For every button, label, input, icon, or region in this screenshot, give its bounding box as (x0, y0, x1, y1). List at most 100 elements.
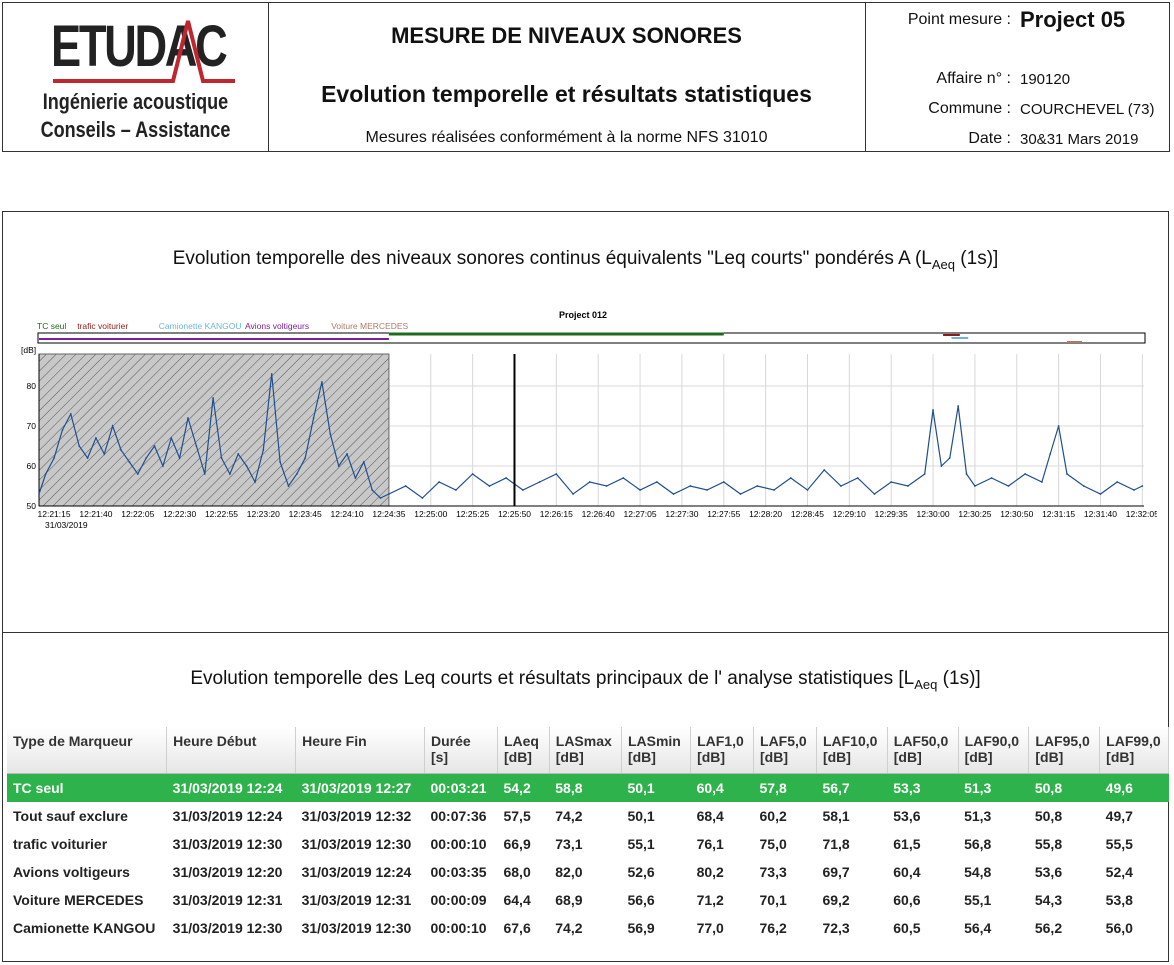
column-header[interactable]: LASmin [dB] (621, 727, 692, 774)
table-header-row: Type de Marqueur Heure Début Heure Fin Duré… (7, 727, 1169, 774)
table-cell: 61,5 (893, 836, 921, 852)
data-point (948, 457, 951, 459)
x-tick-label: 12:27:55 (707, 509, 740, 519)
table-cell: 71,8 (822, 836, 850, 852)
table-cell: 00:00:09 (430, 892, 487, 908)
table-cell: 53,6 (1034, 864, 1063, 880)
column-header[interactable]: LAF10,0 [dB] (816, 727, 888, 774)
data-point (555, 473, 558, 475)
x-tick-label: 12:25:25 (456, 509, 489, 519)
table-cell: 76,1 (696, 836, 724, 852)
table-cell: 55,1 (964, 892, 992, 908)
column-header[interactable]: LAF5,0 [dB] (753, 727, 817, 774)
data-point (706, 489, 708, 491)
y-tick-label: 60 (27, 461, 37, 471)
data-point (1007, 485, 1010, 487)
table-cell: 76,2 (759, 920, 787, 936)
data-point (739, 493, 742, 495)
data-point (572, 493, 574, 495)
table-cell: 49,6 (1099, 773, 1169, 802)
column-header[interactable]: LAF90,0 [dB] (958, 727, 1030, 774)
column-header[interactable]: LAF95,0 [dB] (1028, 727, 1101, 774)
table-cell: 31/03/2019 12:30 (301, 836, 412, 852)
table-cell: 56,6 (627, 892, 655, 908)
column-header[interactable]: LAF50,0 [dB] (887, 727, 959, 774)
table-row[interactable]: trafic voiturier 31/03/2019 12:30 31/03/20… (7, 830, 1169, 858)
table-cell: 74,2 (555, 920, 583, 936)
table-cell: 31/03/2019 12:20 (172, 864, 283, 880)
data-point (940, 465, 943, 467)
affaire-value: 190120 (1020, 71, 1071, 88)
y-tick-label: 80 (27, 381, 37, 391)
table-cell: 68,0 (503, 864, 531, 880)
data-point (622, 477, 625, 479)
table-row[interactable]: Voiture MERCEDES 31/03/2019 12:31 31/03/20… (7, 886, 1169, 914)
column-header[interactable]: Type de Marqueur (7, 727, 168, 774)
table-cell: 73,3 (759, 864, 787, 880)
table-cell: 50,8 (1028, 773, 1100, 802)
data-point (304, 457, 307, 459)
data-point (254, 481, 256, 483)
stats-table: Type de Marqueur Heure Début Heure Fin Duré… (7, 727, 1169, 942)
x-tick-label: 12:27:05 (624, 509, 657, 519)
report-header: ETUDAC Ingénierie acoustique Conseils – … (2, 2, 1170, 152)
table-cell: 75,0 (759, 836, 787, 852)
column-header[interactable]: Durée [s] (424, 727, 498, 774)
data-point (362, 461, 365, 463)
column-header[interactable]: Heure Début (166, 727, 297, 774)
norm-note: Mesures réalisées conformément à la norm… (365, 129, 768, 146)
column-header[interactable]: LAF1,0 [dB] (690, 727, 755, 774)
data-point (957, 405, 960, 407)
data-point (806, 489, 809, 491)
x-tick-label: 12:24:35 (372, 509, 405, 519)
legend-item: Camionette KANGOU (159, 321, 242, 331)
x-tick-label: 12:22:30 (163, 509, 196, 519)
data-point (38, 493, 40, 495)
table-cell: 31/03/2019 12:24 (172, 808, 283, 824)
table-row[interactable]: TC seul 31/03/2019 12:24 31/03/2019 12:27 0… (7, 773, 1169, 802)
x-tick-label: 12:30:25 (958, 509, 991, 519)
table-cell: 68,9 (555, 892, 583, 908)
table-cell: 60,2 (759, 808, 787, 824)
data-point (371, 489, 374, 491)
column-header[interactable]: LAF99,0 [dB] (1099, 727, 1169, 774)
table-cell: 31/03/2019 12:24 (166, 773, 296, 802)
data-point (1057, 425, 1060, 427)
table-cell: Camionette KANGOU (13, 920, 156, 936)
table-cell: 73,1 (555, 836, 583, 852)
data-point (379, 497, 382, 499)
data-point (111, 425, 114, 427)
data-point (990, 477, 993, 479)
legend-item: TC seul (37, 321, 66, 331)
leq-time-chart[interactable]: Project 012 TC seul trafic voiturier Camion… (17, 304, 1157, 544)
column-header[interactable]: Heure Fin (295, 727, 425, 774)
x-tick-label: 12:23:20 (247, 509, 280, 519)
table-cell: 31/03/2019 12:27 (295, 773, 425, 802)
chart-section-title: Evolution temporelle des niveaux sonores… (3, 248, 1168, 272)
x-tick-label: 12:31:40 (1084, 509, 1117, 519)
data-point (61, 429, 64, 431)
point-value: Project 05 (1020, 7, 1126, 32)
x-tick-label: 12:22:05 (121, 509, 154, 519)
x-tick-label: 12:26:40 (582, 509, 615, 519)
table-cell: 00:03:21 (424, 773, 498, 802)
data-point (890, 481, 893, 483)
data-point (756, 485, 759, 487)
data-point (965, 473, 968, 475)
table-row[interactable]: Camionette KANGOU 31/03/2019 12:30 31/03/2… (7, 914, 1169, 942)
excluded-region (38, 353, 390, 507)
data-point (170, 437, 173, 439)
table-row[interactable]: Tout sauf exclure 31/03/2019 12:24 31/03/2… (7, 802, 1169, 830)
table-cell: 60,4 (690, 773, 754, 802)
data-point (421, 497, 424, 499)
table-cell: trafic voiturier (13, 836, 108, 852)
table-row[interactable]: Avions voltigeurs 31/03/2019 12:20 31/03/2… (7, 858, 1169, 886)
chart-title-end: (1s)] (955, 248, 999, 269)
data-point (337, 465, 340, 467)
y-tick-label: 50 (27, 501, 37, 511)
table-cell: 60,5 (893, 920, 921, 936)
column-header[interactable]: LASmax [dB] (549, 727, 622, 774)
data-point (488, 485, 491, 487)
data-point (321, 381, 323, 383)
column-header[interactable]: LAeq [dB] (497, 727, 550, 774)
